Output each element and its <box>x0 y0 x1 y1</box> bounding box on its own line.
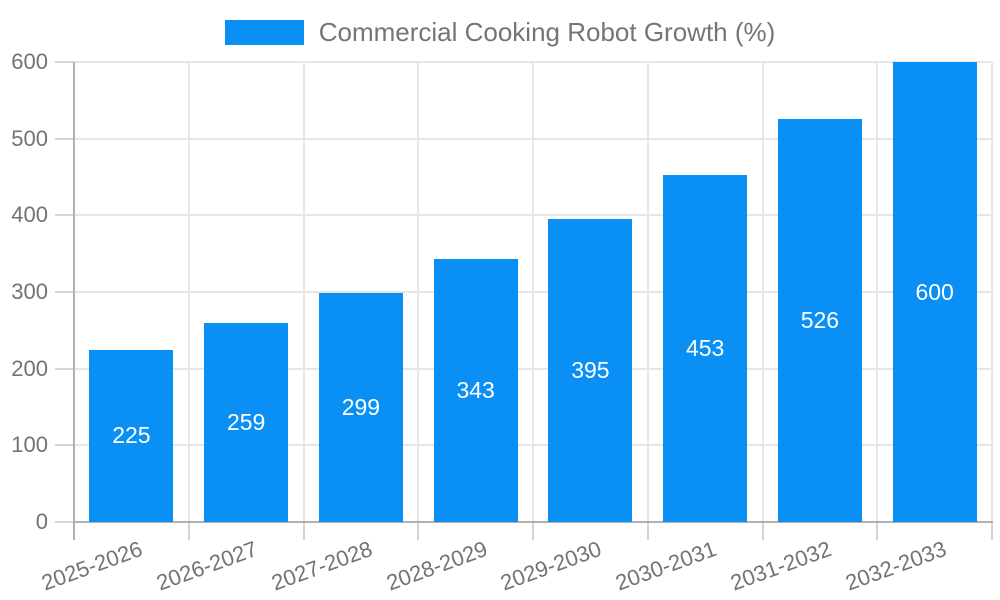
bar-value-label: 343 <box>456 377 495 403</box>
y-tick <box>55 214 74 217</box>
y-tick-label: 300 <box>11 279 48 304</box>
bar-value-label: 453 <box>685 334 725 361</box>
v-gridline <box>646 62 649 522</box>
y-tick <box>55 137 74 140</box>
y-axis-line <box>73 62 75 540</box>
legend-label: Commercial Cooking Robot Growth (%) <box>318 16 776 47</box>
bar: 453 <box>663 174 748 522</box>
bar: 526 <box>777 118 862 522</box>
v-gridline <box>532 62 534 522</box>
x-tick <box>302 522 305 540</box>
legend[interactable]: Commercial Cooking Robot Growth (%) <box>0 16 1000 48</box>
y-tick <box>55 367 74 370</box>
bar: 225 <box>89 349 174 522</box>
bar: 395 <box>548 219 633 522</box>
y-tick <box>55 521 74 523</box>
bar-value-label: 395 <box>571 357 610 384</box>
x-tick <box>761 522 764 540</box>
x-tick <box>532 522 534 540</box>
v-gridline <box>302 62 305 522</box>
bar: 259 <box>204 323 289 522</box>
legend-swatch <box>224 19 304 45</box>
y-tick <box>55 61 74 63</box>
v-gridline <box>991 62 993 522</box>
v-gridline <box>187 62 190 522</box>
bar: 299 <box>318 292 403 522</box>
y-tick-label: 0 <box>35 509 48 534</box>
bar-value-label: 225 <box>112 422 151 449</box>
y-tick-label: 600 <box>11 49 48 74</box>
bar-value-label: 259 <box>226 409 266 436</box>
x-tick <box>646 522 649 540</box>
v-gridline <box>876 62 879 522</box>
v-gridline <box>417 62 420 522</box>
bar-value-label: 600 <box>915 278 954 305</box>
bar-value-label: 526 <box>800 306 840 333</box>
y-tick-label: 100 <box>11 432 48 458</box>
y-tick <box>55 291 74 293</box>
x-axis-line <box>73 521 993 523</box>
x-tick <box>187 522 190 540</box>
bar-value-label: 299 <box>341 393 381 420</box>
y-tick-label: 400 <box>11 202 48 228</box>
x-tick <box>991 522 993 540</box>
bar: 343 <box>433 259 518 522</box>
y-tick-label: 200 <box>11 355 48 381</box>
x-tick <box>417 522 420 540</box>
y-tick-label: 500 <box>11 125 48 151</box>
y-tick <box>55 444 74 447</box>
v-gridline <box>761 62 764 522</box>
x-tick <box>876 522 879 540</box>
bar: 600 <box>892 62 977 522</box>
